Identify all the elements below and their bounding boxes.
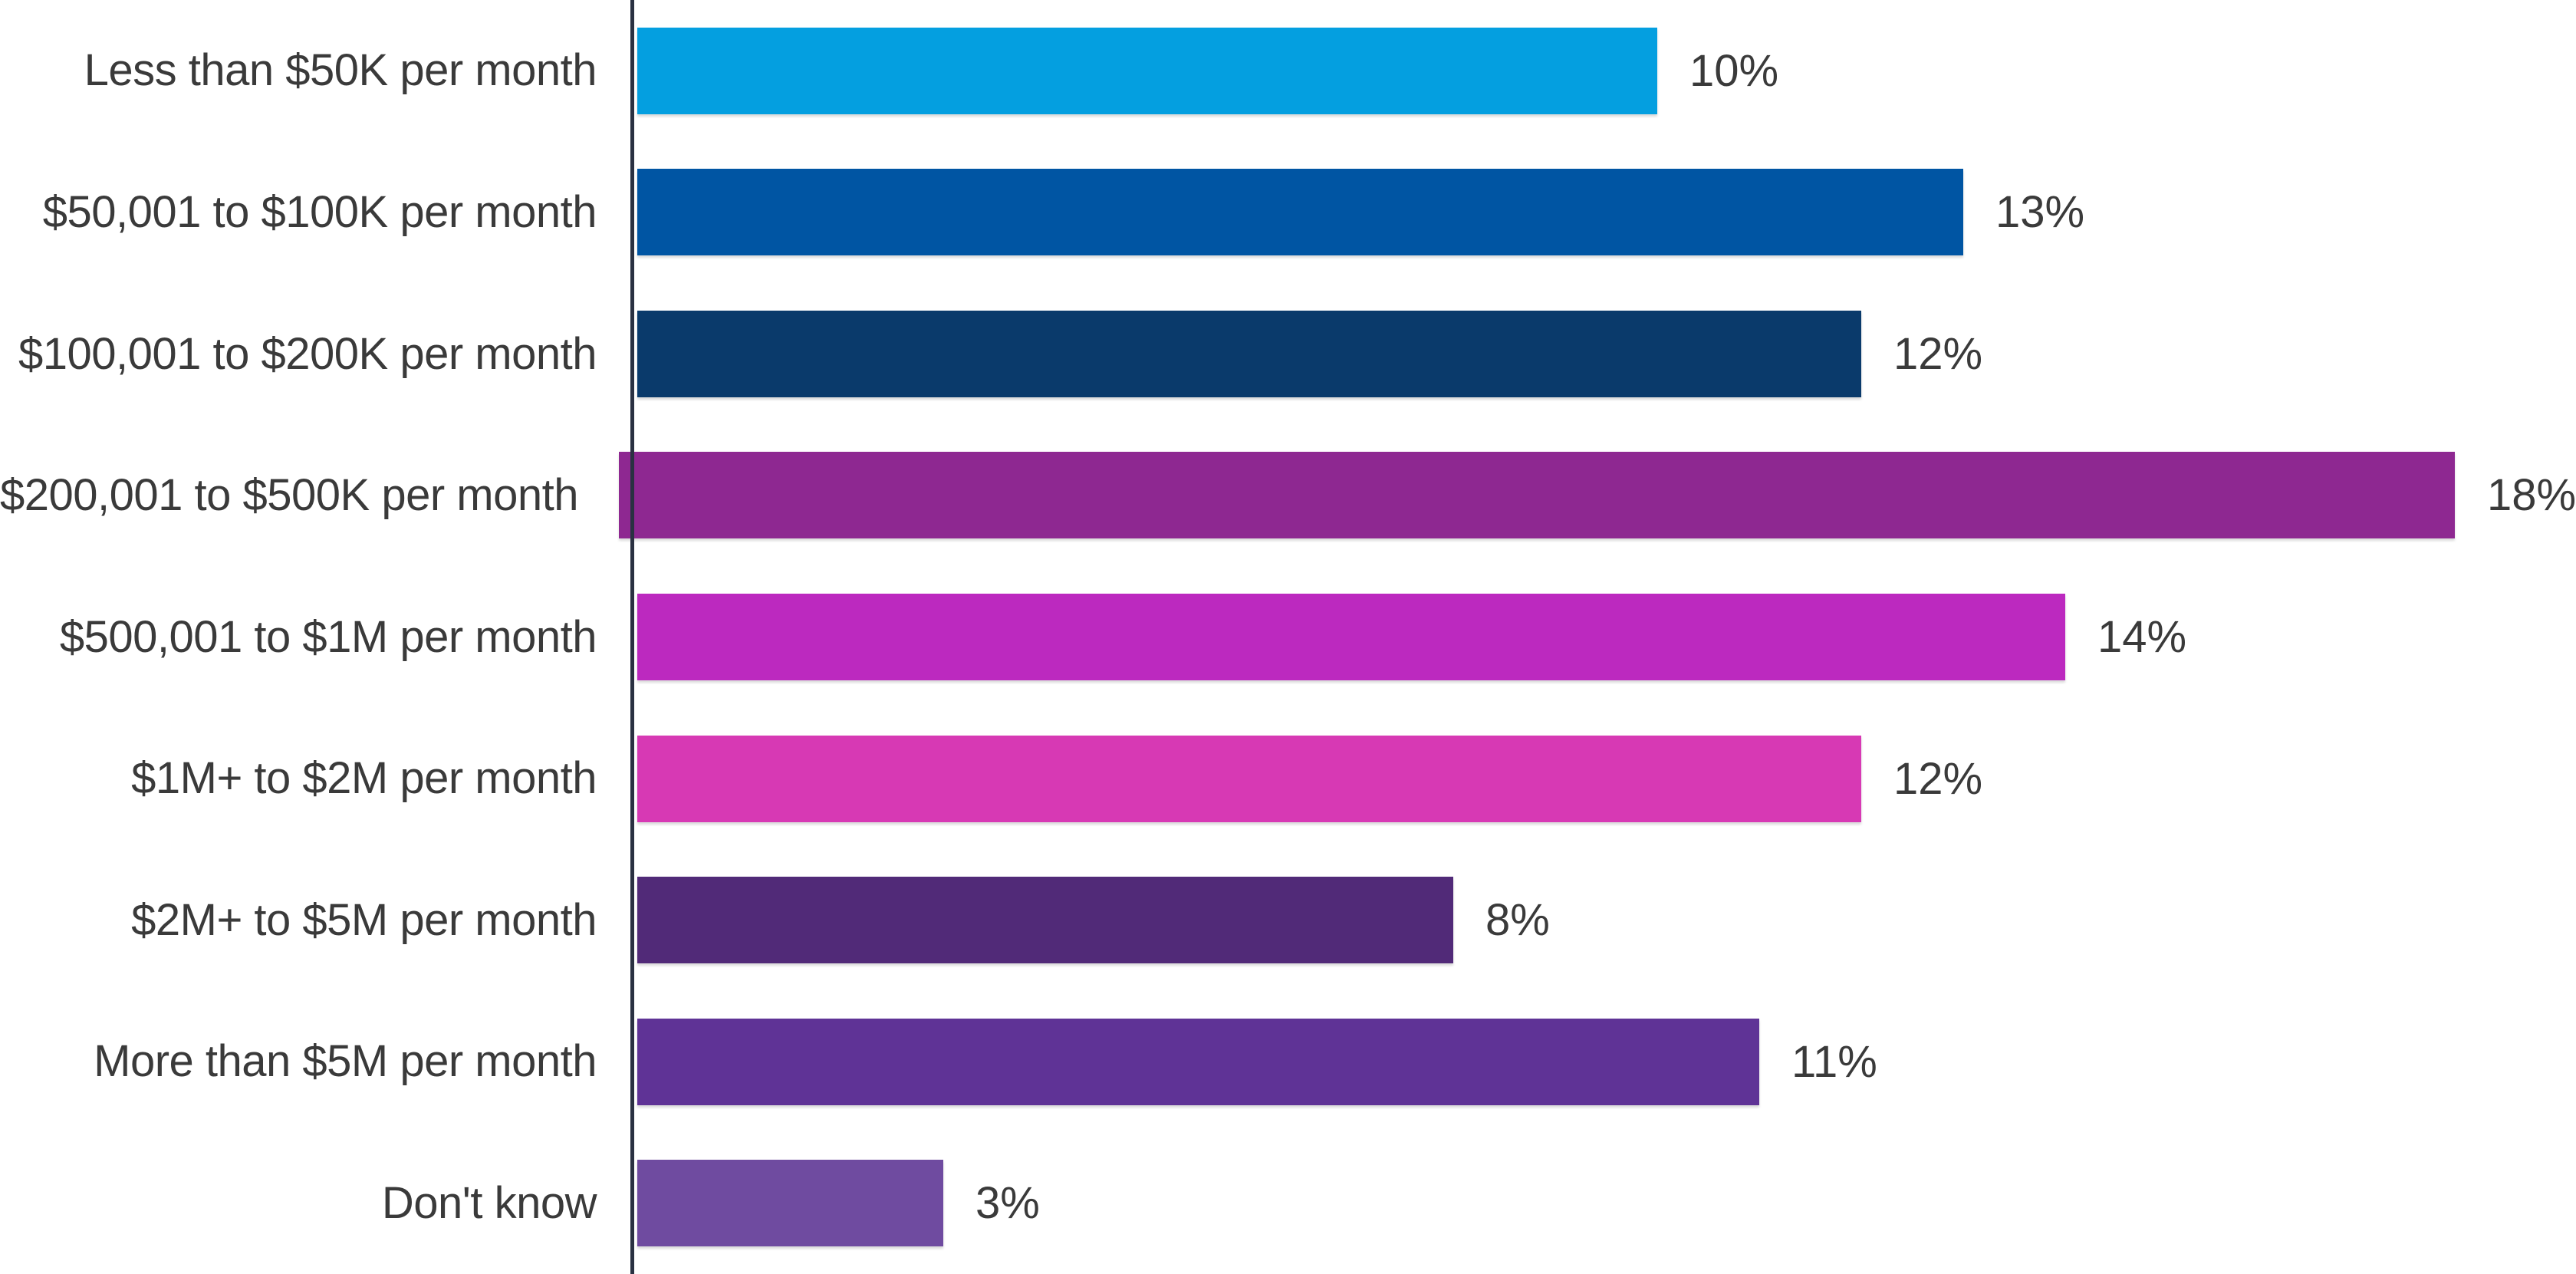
bar-track: 8% — [630, 849, 2576, 991]
bar[interactable] — [637, 169, 1963, 256]
bar-row: More than $5M per month 11% — [0, 991, 2576, 1133]
value-label: 11% — [1791, 1036, 1877, 1087]
bar-track: 12% — [630, 708, 2576, 850]
value-label: 3% — [975, 1178, 1040, 1229]
bar[interactable] — [637, 27, 1657, 114]
bar[interactable] — [637, 1160, 943, 1247]
value-label: 8% — [1485, 895, 1550, 946]
value-label: 18% — [2486, 470, 2576, 521]
bar-row: $500,001 to $1M per month 14% — [0, 566, 2576, 708]
bar-track: 13% — [630, 142, 2576, 284]
category-label: $50,001 to $100K per month — [42, 186, 597, 237]
bar-track: 12% — [630, 283, 2576, 425]
value-label: 13% — [1995, 187, 2085, 238]
bar-row: $200,001 to $500K per month 18% — [0, 425, 2576, 567]
category-label: $1M+ to $2M per month — [131, 753, 597, 804]
bar-track: 11% — [630, 991, 2576, 1133]
category-label: $200,001 to $500K per month — [0, 470, 578, 521]
category-label: Don't know — [381, 1177, 597, 1228]
bar-track: 18% — [612, 425, 2576, 567]
y-axis-line — [630, 0, 634, 1274]
bar[interactable] — [637, 1018, 1759, 1105]
bar[interactable] — [637, 877, 1453, 964]
bar[interactable] — [637, 735, 1861, 822]
category-label: More than $5M per month — [94, 1036, 597, 1087]
bar[interactable] — [618, 452, 2455, 539]
category-label: $2M+ to $5M per month — [131, 894, 597, 945]
bar-row: $100,001 to $200K per month 12% — [0, 283, 2576, 425]
category-label: $500,001 to $1M per month — [59, 611, 597, 662]
bar-row: $50,001 to $100K per month 13% — [0, 142, 2576, 284]
bar-track: 3% — [630, 1133, 2576, 1274]
bar-row: $2M+ to $5M per month 8% — [0, 849, 2576, 991]
bar-row: Don't know 3% — [0, 1133, 2576, 1274]
bar[interactable] — [637, 594, 2065, 681]
bar-track: 10% — [630, 0, 2576, 142]
category-label: Less than $50K per month — [84, 45, 597, 96]
value-label: 14% — [2097, 612, 2187, 663]
bar-row: Less than $50K per month 10% — [0, 0, 2576, 142]
value-label: 12% — [1893, 328, 1983, 379]
bar-track: 14% — [630, 566, 2576, 708]
category-label: $100,001 to $200K per month — [18, 328, 597, 379]
bar-row: $1M+ to $2M per month 12% — [0, 708, 2576, 850]
value-label: 10% — [1689, 45, 1779, 96]
bar[interactable] — [637, 310, 1861, 397]
value-label: 12% — [1893, 753, 1983, 804]
